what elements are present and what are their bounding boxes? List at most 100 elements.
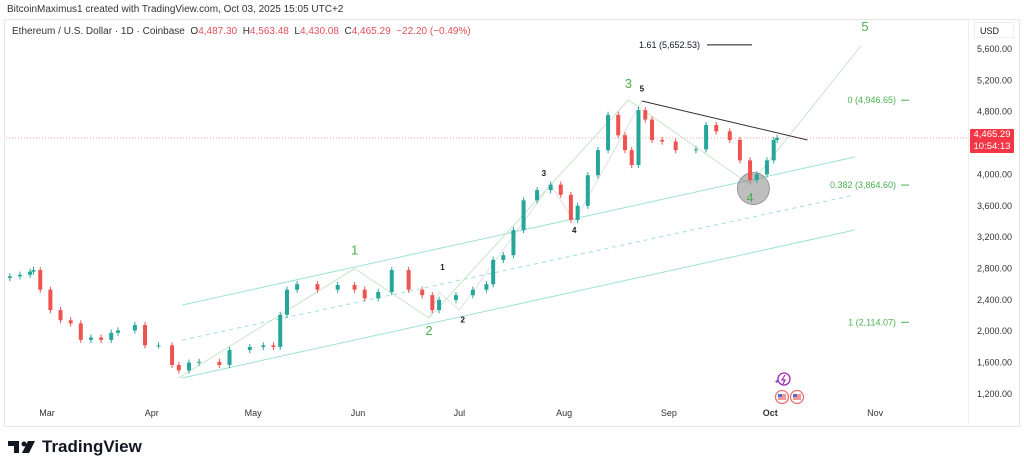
price-axis-divider bbox=[968, 19, 969, 425]
candle bbox=[38, 266, 43, 293]
last-price-tag: 4,465.29 10:54:13 bbox=[970, 129, 1014, 153]
candle-body bbox=[389, 270, 394, 293]
candle-body bbox=[261, 345, 266, 347]
major-wave-label: 1 bbox=[351, 242, 358, 257]
candle-body bbox=[352, 284, 357, 290]
y-tick-label: 3,200.00 bbox=[977, 232, 1012, 242]
high-label: H bbox=[242, 26, 250, 37]
candle-body bbox=[595, 150, 600, 176]
y-tick-label: 5,600.00 bbox=[977, 44, 1012, 54]
event-icons: ✦ bbox=[772, 372, 812, 411]
y-tick-label: 3,600.00 bbox=[977, 201, 1012, 211]
fib-level-label: 1.61 (5,652.53) bbox=[639, 40, 700, 50]
candle bbox=[714, 121, 719, 135]
candle bbox=[227, 346, 232, 369]
candle-body bbox=[430, 295, 435, 311]
candle bbox=[109, 329, 114, 343]
candle bbox=[406, 266, 411, 293]
symbol-title[interactable]: Ethereum / U.S. Dollar · 1D · Coinbase bbox=[12, 26, 185, 37]
candle-body bbox=[406, 270, 411, 290]
candle bbox=[511, 226, 516, 259]
candle-body bbox=[470, 289, 475, 296]
candle-body bbox=[284, 289, 289, 315]
candle bbox=[335, 281, 340, 293]
candle-body bbox=[650, 119, 655, 140]
lightning-event-icon[interactable]: ✦ bbox=[774, 372, 791, 386]
candle-body bbox=[636, 110, 641, 166]
candle bbox=[115, 327, 120, 336]
candle bbox=[558, 181, 563, 198]
tradingview-logo-text: TradingView bbox=[42, 437, 142, 456]
candle bbox=[548, 181, 553, 194]
candle-body bbox=[247, 346, 252, 351]
candle bbox=[99, 334, 104, 343]
candle bbox=[568, 191, 573, 224]
candle-body bbox=[437, 299, 442, 311]
candle-body bbox=[315, 284, 320, 290]
candle bbox=[575, 202, 580, 224]
candle-body bbox=[727, 131, 732, 140]
candle-body bbox=[643, 110, 648, 120]
candle bbox=[7, 273, 12, 282]
close-value: 4,465.29 bbox=[351, 26, 391, 37]
minor-wave-label: 2 bbox=[461, 316, 466, 325]
minor-wave-label: 4 bbox=[572, 226, 577, 235]
major-wave-label: 2 bbox=[425, 323, 432, 338]
candle bbox=[643, 107, 648, 123]
candle-body bbox=[737, 139, 742, 161]
y-tick-label: 1,200.00 bbox=[977, 389, 1012, 399]
candle-body bbox=[764, 160, 769, 175]
candle bbox=[315, 281, 320, 293]
major-wave-label: 5 bbox=[861, 19, 868, 34]
candle bbox=[88, 334, 93, 343]
high-value: 4,563.48 bbox=[249, 26, 289, 37]
candle bbox=[484, 281, 489, 293]
candle bbox=[595, 147, 600, 179]
candle-body bbox=[511, 230, 516, 256]
candle-body bbox=[362, 289, 367, 299]
minor-wave-label: 3 bbox=[542, 169, 547, 178]
tradingview-logo[interactable]: TradingView bbox=[8, 437, 142, 457]
candle bbox=[622, 132, 627, 154]
candle-body bbox=[88, 337, 93, 340]
candle bbox=[17, 271, 22, 280]
candle bbox=[660, 136, 665, 145]
candle bbox=[727, 128, 732, 144]
last-price: 4,465.29 bbox=[973, 129, 1011, 140]
candle bbox=[629, 147, 634, 169]
candle bbox=[616, 111, 621, 139]
candle-body bbox=[754, 174, 759, 180]
candle bbox=[491, 256, 496, 288]
candle bbox=[585, 172, 590, 209]
candle-body bbox=[748, 160, 753, 180]
wave-4-highlight-circle bbox=[737, 172, 770, 205]
channel-mid-line bbox=[182, 194, 855, 341]
candle-body bbox=[616, 114, 621, 136]
candle bbox=[261, 342, 266, 351]
x-tick-label: May bbox=[245, 408, 263, 418]
candle-body bbox=[99, 337, 104, 340]
us-flag-icon[interactable] bbox=[774, 389, 790, 405]
candle bbox=[704, 121, 709, 153]
candle-body bbox=[68, 320, 73, 324]
candle-body bbox=[629, 150, 634, 166]
candle bbox=[501, 252, 506, 264]
candle bbox=[764, 157, 769, 178]
candle bbox=[693, 146, 698, 154]
us-flag-icon[interactable] bbox=[789, 389, 805, 405]
fib-level-label: 0 (4,946.65) bbox=[847, 95, 896, 105]
candle-body bbox=[217, 361, 222, 365]
x-tick-label: Oct bbox=[763, 408, 778, 418]
x-tick-label: Apr bbox=[145, 408, 159, 418]
candle bbox=[754, 171, 759, 184]
currency-button[interactable]: USD bbox=[974, 22, 1014, 38]
open-value: 4,487.30 bbox=[198, 26, 238, 37]
candle-body bbox=[714, 125, 719, 132]
candle-body bbox=[673, 141, 678, 151]
close-label: C bbox=[344, 26, 352, 37]
candle-body bbox=[558, 184, 563, 195]
candle bbox=[737, 136, 742, 164]
candle bbox=[430, 292, 435, 314]
candle-body bbox=[548, 184, 553, 191]
